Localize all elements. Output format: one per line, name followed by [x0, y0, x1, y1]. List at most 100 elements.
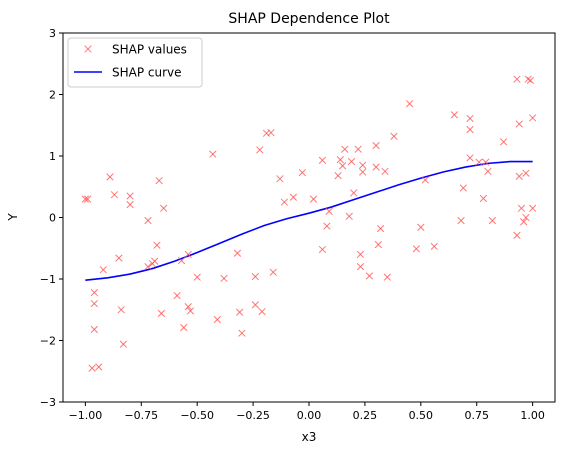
shap-value-point: [276, 175, 284, 183]
shap-value-point: [186, 307, 195, 315]
shap-curve-line: [85, 160, 533, 282]
shap-value-point: [280, 198, 289, 206]
shap-value-point: [157, 309, 166, 318]
x-axis-label: x3: [302, 430, 317, 444]
shap-value-point: [88, 364, 96, 372]
plot-frame: [62, 32, 556, 403]
shap-value-point: [220, 274, 228, 283]
shap-value-point: [99, 266, 107, 274]
shap-value-point: [354, 145, 362, 153]
y-axis-label: Y: [6, 213, 20, 222]
shap-value-point: [177, 256, 186, 265]
shap-value-point: [251, 301, 259, 309]
shap-value-point: [153, 241, 161, 249]
shap-value-point: [126, 192, 134, 200]
shap-value-point: [517, 204, 526, 212]
shap-value-point: [180, 323, 188, 332]
shap-value-point: [233, 249, 242, 257]
shap-value-point: [90, 325, 98, 334]
shap-value-point: [193, 273, 201, 281]
shap-value-point: [309, 195, 318, 203]
shap-value-point: [359, 168, 367, 176]
shap-value-point: [528, 114, 537, 122]
chart-title: SHAP Dependence Plot: [228, 11, 390, 27]
shap-value-point: [513, 231, 521, 239]
shap-value-point: [522, 213, 530, 222]
shap-value-point: [298, 168, 306, 177]
shap-value-point: [405, 100, 414, 108]
shap-value-point: [459, 184, 467, 192]
shap-value-point: [526, 76, 535, 85]
x-tick-label: 0.00: [297, 409, 322, 422]
shap-value-point: [457, 216, 465, 225]
plot-area: [62, 32, 556, 403]
shap-value-point: [412, 245, 420, 253]
shap-value-point: [144, 216, 152, 225]
shap-value-point: [347, 157, 356, 166]
shap-value-point: [269, 268, 277, 276]
shap-value-point: [482, 158, 490, 166]
y-tick-label: −1: [40, 273, 56, 286]
shap-value-point: [209, 150, 217, 158]
shap-value-point: [466, 125, 474, 134]
shap-value-point: [90, 288, 98, 297]
shap-value-point: [484, 167, 492, 176]
shap-value-point: [417, 223, 425, 231]
shap-value-point: [372, 141, 380, 150]
x-tick-label: 0.50: [409, 409, 434, 422]
shap-value-point: [256, 146, 264, 154]
shap-value-point: [251, 272, 259, 281]
shap-value-point: [488, 216, 497, 225]
y-tick-label: −3: [40, 396, 56, 409]
x-tick-label: −1.00: [69, 409, 103, 422]
shap-value-point: [515, 172, 523, 180]
y-axis: −3 −2 −1 0 1 2 3: [40, 27, 63, 409]
shap-value-point: [350, 189, 358, 197]
shap-value-point: [515, 120, 523, 128]
shap-value-point: [323, 222, 331, 230]
shap-value-point: [499, 138, 508, 146]
shap-value-point: [359, 161, 367, 169]
shap-value-point: [372, 163, 380, 171]
shap-value-point: [119, 340, 128, 348]
shap-value-point: [258, 307, 266, 316]
shap-value-point: [155, 176, 163, 185]
y-tick-label: 1: [49, 150, 56, 163]
y-tick-label: −2: [40, 335, 56, 348]
shap-value-point: [126, 200, 134, 209]
shap-value-point: [90, 299, 98, 308]
legend: SHAP values SHAP curve: [67, 37, 203, 88]
legend-swatch-shap-values: [84, 45, 92, 53]
shap-value-point: [513, 75, 521, 83]
x-tick-label: −0.50: [180, 409, 214, 422]
shap-value-point: [466, 154, 474, 162]
shap-value-point: [356, 263, 365, 271]
shap-value-point: [479, 194, 488, 203]
shap-value-point: [450, 111, 459, 119]
shap-value-point: [289, 193, 297, 201]
x-axis: −1.00 −0.75 −0.50 −0.25 0.00 0.25 0.50 0.75 1.00: [69, 402, 545, 422]
shap-value-point: [336, 156, 344, 164]
shap-value-point: [184, 250, 192, 259]
shap-value-point: [345, 212, 353, 220]
shap-value-point: [144, 263, 152, 271]
shap-value-point: [173, 291, 181, 300]
y-tick-label: 2: [49, 89, 56, 102]
shap-value-point: [341, 145, 349, 153]
shap-value-point: [213, 315, 221, 324]
shap-value-point: [159, 204, 168, 212]
shap-value-point: [81, 195, 90, 203]
x-tick-label: 0.75: [464, 409, 489, 422]
legend-box: [67, 37, 203, 88]
shap-value-point: [475, 158, 483, 166]
shap-value-point: [115, 254, 123, 262]
shap-value-point: [356, 250, 365, 259]
shap-value-point: [365, 272, 374, 280]
shap-value-point: [325, 207, 333, 216]
shap-value-point: [238, 329, 246, 337]
y-tick-label: 3: [49, 27, 56, 40]
legend-label-shap-curve: SHAP curve: [112, 66, 182, 80]
shap-value-point: [318, 245, 327, 254]
shap-value-point: [106, 173, 114, 181]
